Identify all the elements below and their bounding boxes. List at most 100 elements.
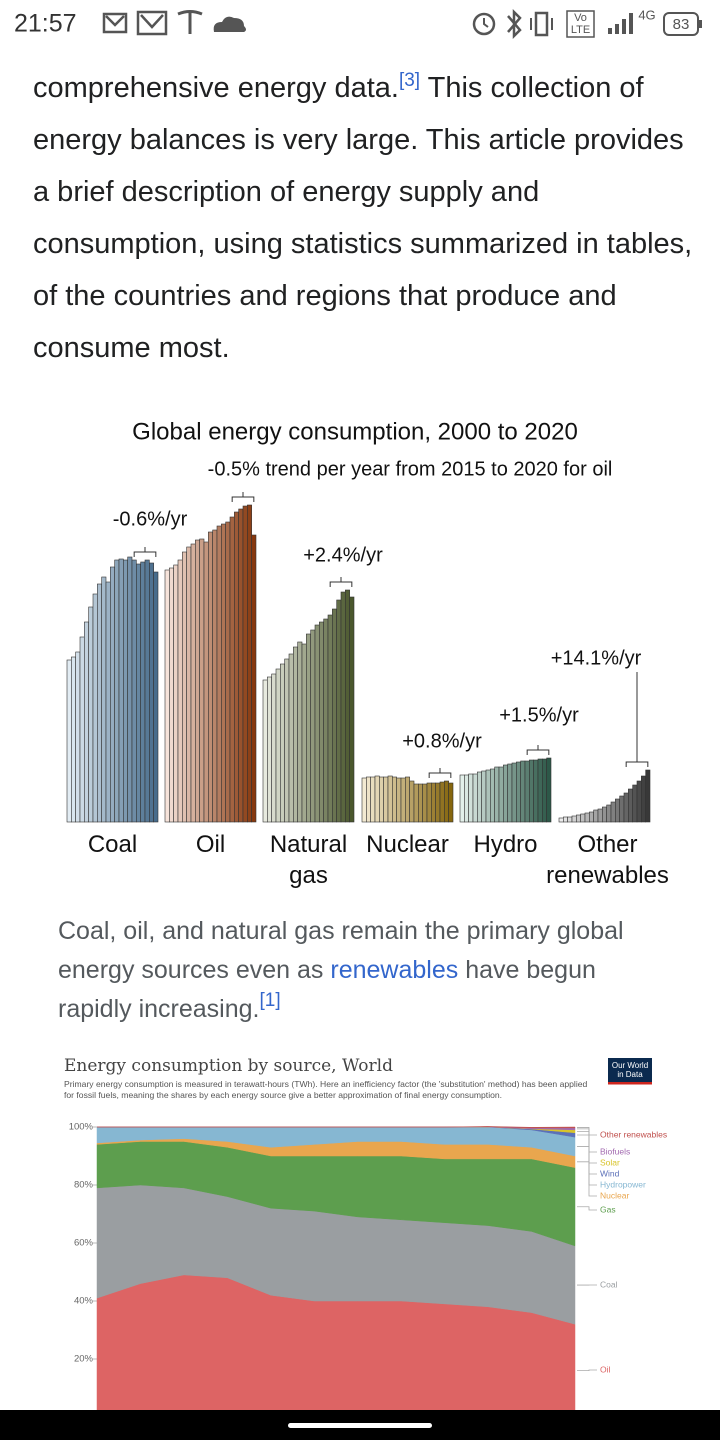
bar	[101, 576, 107, 823]
bar	[88, 606, 94, 823]
bar	[208, 531, 213, 823]
bar	[400, 777, 406, 823]
bar	[247, 504, 252, 823]
home-indicator[interactable]	[288, 1423, 432, 1428]
bar	[597, 808, 603, 823]
figure-caption: Coal, oil, and natural gas remain the pr…	[58, 912, 668, 1029]
legend-connector	[577, 1134, 597, 1175]
bar	[426, 782, 432, 823]
bar	[542, 758, 547, 823]
mail-icon	[102, 12, 128, 34]
bar	[558, 817, 564, 823]
area	[97, 1126, 576, 1129]
bar	[199, 538, 205, 823]
annotation: +1.5%/yr	[499, 704, 579, 726]
area	[97, 1126, 576, 1138]
bar	[459, 774, 465, 823]
bar	[118, 558, 124, 823]
legend-connector	[577, 1369, 597, 1371]
area	[96, 1126, 576, 1157]
bar	[92, 593, 98, 823]
bar	[537, 758, 543, 823]
bar	[164, 569, 170, 823]
bar	[370, 776, 376, 823]
bar	[262, 679, 268, 823]
bar	[216, 525, 222, 823]
bar	[387, 775, 393, 823]
status-bar: 21:57 Vo LTE 4G 83	[0, 0, 720, 48]
y-tick-label: 80%	[74, 1180, 94, 1191]
bar	[340, 591, 346, 823]
reference[interactable]: [3]	[398, 70, 421, 91]
status-icons: 21:57 Vo LTE 4G 83	[14, 7, 702, 40]
legend-connector	[577, 1130, 597, 1164]
bar	[490, 768, 495, 823]
bar	[409, 780, 415, 823]
bar	[190, 543, 196, 823]
bar	[468, 773, 474, 823]
bar	[280, 663, 285, 823]
category-label: Oil	[195, 831, 226, 858]
bracket	[133, 547, 157, 557]
bar	[628, 788, 633, 823]
annotation: +0.8%/yr	[402, 730, 482, 752]
bar	[84, 621, 89, 823]
bar	[444, 780, 449, 823]
area	[96, 1184, 576, 1325]
bar	[327, 614, 333, 823]
bar	[127, 556, 133, 823]
chart-title: Energy consumption by source, World	[64, 1056, 393, 1076]
area	[96, 1274, 576, 1410]
bar	[275, 668, 281, 823]
bar	[632, 784, 638, 823]
area	[96, 1138, 576, 1168]
bar	[610, 801, 616, 823]
bar	[615, 798, 620, 823]
bar	[619, 795, 625, 823]
bar	[383, 776, 389, 823]
legend-connector	[577, 1161, 597, 1197]
bar	[136, 563, 141, 823]
chart-title: Global energy consumption, 2000 to 2020	[132, 418, 578, 445]
battery-icon	[663, 12, 699, 36]
bar	[169, 567, 174, 823]
bar	[242, 505, 248, 823]
link[interactable]: renewables	[330, 956, 459, 984]
annotation: -0.5% trend per year from 2015 to 2020 f…	[208, 458, 613, 480]
annotation: +14.1%/yr	[551, 647, 642, 669]
bar	[212, 529, 218, 823]
bar	[498, 766, 504, 823]
bar	[448, 782, 454, 823]
y-tick-label: 20%	[74, 1354, 94, 1365]
bar	[494, 766, 500, 823]
bar	[345, 589, 350, 823]
legend-connector	[577, 1206, 597, 1211]
bar	[481, 770, 487, 823]
bar	[571, 815, 577, 823]
bar	[221, 523, 226, 823]
bar	[567, 816, 573, 823]
bar	[323, 618, 329, 823]
logo	[608, 1058, 652, 1084]
bar	[251, 534, 257, 823]
category-label: Hydro	[473, 831, 538, 858]
bar	[153, 571, 159, 823]
bar	[114, 559, 120, 823]
bar	[422, 783, 428, 823]
logo-text: in Data	[617, 1070, 643, 1079]
bar	[310, 629, 316, 823]
bar	[431, 782, 436, 823]
bar	[314, 624, 320, 823]
bar	[186, 546, 192, 823]
bar	[79, 636, 85, 823]
network-type: 4G	[638, 7, 655, 22]
bar	[149, 562, 154, 823]
volte-top: Vo	[574, 12, 587, 24]
bar	[361, 777, 367, 823]
legend-label: Biofuels	[600, 1146, 630, 1156]
reference[interactable]: [1]	[259, 990, 281, 1011]
bar	[533, 759, 539, 823]
bar	[306, 633, 311, 823]
logo-text: Our World	[612, 1061, 648, 1070]
